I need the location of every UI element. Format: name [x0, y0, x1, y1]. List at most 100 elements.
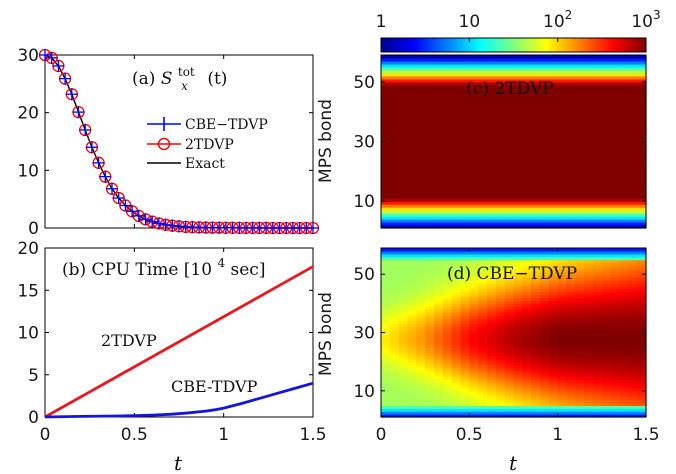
- heatmap-cell: [451, 111, 462, 116]
- heatmap-cell: [601, 96, 612, 101]
- heatmap-cell: [504, 320, 515, 325]
- heatmap-cell: [513, 144, 523, 149]
- heatmap-cell: [451, 411, 462, 415]
- heatmap-cell: [451, 159, 462, 163]
- heatmap-cell: [416, 326, 426, 331]
- heatmap-cell: [416, 309, 426, 313]
- heatmap-cell: [637, 376, 647, 380]
- heatmap-cell: [619, 253, 629, 258]
- heatmap-cell: [593, 195, 603, 199]
- heatmap-cell: [425, 225, 435, 229]
- heatmap-cell: [416, 396, 426, 401]
- heatmap-cell: [442, 75, 453, 80]
- heatmap-cell: [637, 165, 647, 169]
- heatmap-cell: [416, 111, 426, 116]
- heatmap-cell: [504, 265, 515, 269]
- heatmap-cell: [434, 144, 444, 149]
- heatmap-cell: [398, 60, 409, 65]
- heatmap-cell: [460, 72, 470, 77]
- heatmap-cell: [398, 111, 409, 116]
- heatmap-cell: [407, 105, 417, 110]
- heatmap-cell: [398, 129, 409, 134]
- heatmap-cell: [434, 177, 444, 181]
- heatmap-cell: [460, 117, 470, 122]
- heatmap-cell: [566, 323, 576, 328]
- heatmap-cell: [601, 189, 612, 193]
- heatmap-cell: [522, 300, 532, 304]
- heatmap-cell: [619, 312, 629, 316]
- heatmap-cell: [575, 335, 585, 339]
- heatmap-cell: [628, 159, 638, 163]
- heatmap-cell: [451, 268, 462, 272]
- heatmap-cell: [522, 60, 532, 65]
- heatmap-cell: [575, 384, 585, 389]
- heatmap-cell: [557, 186, 568, 190]
- heatmap-cell: [398, 256, 409, 261]
- heatmap-cell: [566, 393, 576, 398]
- heatmap-cell: [416, 338, 426, 342]
- heatmap-cell: [584, 396, 594, 401]
- heatmap-cell: [389, 303, 400, 307]
- heatmap-cell: [478, 315, 488, 319]
- heatmap-cell: [540, 165, 550, 169]
- heatmap-cell: [460, 114, 470, 119]
- series-line-cbe: [44, 381, 314, 419]
- heatmap-cell: [557, 153, 568, 158]
- heatmap-cell: [469, 87, 479, 92]
- heatmap-cell: [628, 111, 638, 116]
- heatmap-cell: [425, 408, 435, 412]
- heatmap-cell: [610, 138, 621, 143]
- heatmap-cell: [460, 222, 470, 226]
- heatmap-cell: [434, 195, 444, 199]
- heatmap-cell: [389, 195, 400, 199]
- heatmap-cell: [522, 317, 532, 322]
- heatmap-cell: [381, 379, 391, 383]
- heatmap-cell: [460, 248, 470, 252]
- heatmap-cell: [566, 126, 576, 131]
- heatmap-cell: [619, 105, 629, 110]
- heatmap-cell: [575, 78, 585, 83]
- heatmap-cell: [495, 210, 506, 214]
- heatmap-cell: [522, 253, 532, 258]
- heatmap-cell: [398, 312, 409, 316]
- heatmap-cell: [637, 358, 647, 363]
- heatmap-cell: [601, 250, 612, 255]
- heatmap-cell: [469, 303, 479, 307]
- heatmap-cell: [628, 171, 638, 175]
- heatmap-cell: [584, 75, 594, 80]
- heatmap-cell: [425, 183, 435, 187]
- heatmap-cell: [522, 219, 532, 223]
- heatmap-cell: [389, 138, 400, 143]
- heatmap-cell: [628, 204, 638, 208]
- panel-c-heatmap: [381, 55, 647, 229]
- heatmap-cell: [628, 285, 638, 290]
- heatmap-cell: [593, 291, 603, 296]
- heatmap-cell: [469, 135, 479, 140]
- heatmap-cell: [469, 129, 479, 134]
- heatmap-cell: [495, 347, 506, 351]
- heatmap-cell: [610, 204, 621, 208]
- heatmap-cell: [442, 294, 453, 299]
- heatmap-cell: [389, 361, 400, 366]
- heatmap-cell: [522, 138, 532, 143]
- heatmap-cell: [610, 81, 621, 86]
- heatmap-cell: [389, 99, 400, 104]
- heatmap-cell: [478, 332, 488, 337]
- heatmap-cell: [478, 373, 488, 377]
- heatmap-cell: [628, 274, 638, 278]
- heatmap-cell: [495, 84, 506, 89]
- heatmap-cell: [407, 129, 417, 134]
- heatmap-cell: [442, 376, 453, 380]
- heatmap-cell: [389, 90, 400, 95]
- heatmap-cell: [504, 376, 515, 380]
- heatmap-cell: [522, 123, 532, 128]
- heatmap-cell: [389, 126, 400, 131]
- heatmap-cell: [407, 135, 417, 140]
- y-tick-label: 50: [353, 265, 375, 285]
- heatmap-cell: [584, 198, 594, 202]
- heatmap-cell: [548, 99, 559, 104]
- heatmap-cell: [504, 349, 515, 354]
- heatmap-cell: [540, 303, 550, 307]
- heatmap-cell: [495, 55, 506, 59]
- heatmap-cell: [398, 66, 409, 71]
